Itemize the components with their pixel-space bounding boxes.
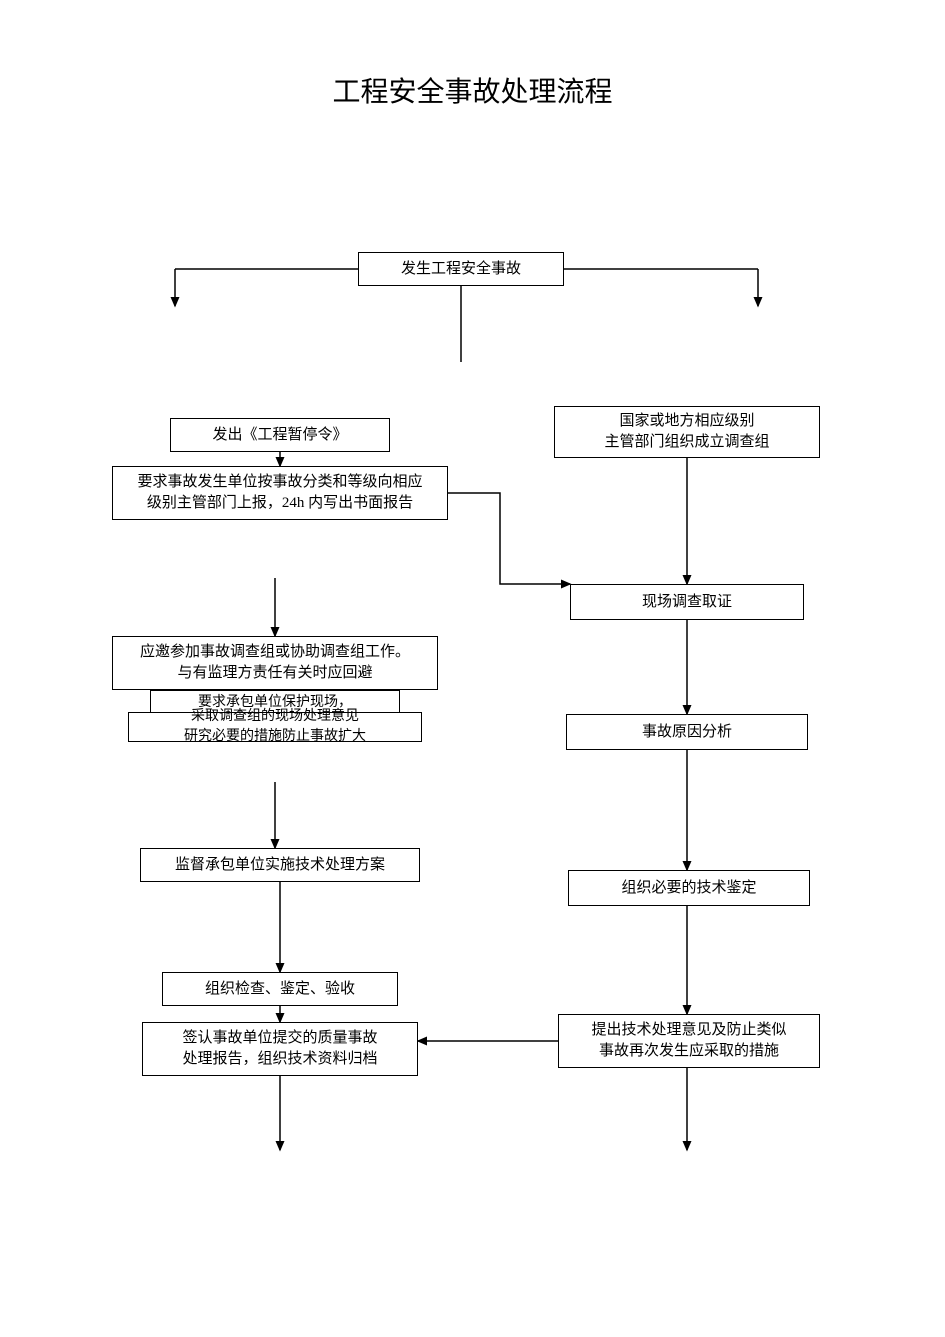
- flowchart-node-n5: 应邀参加事故调查组或协助调查组工作。与有监理方责任有关时应回避: [112, 636, 438, 690]
- flowchart-node-n4: 现场调查取证: [570, 584, 804, 620]
- flowchart-node-n3: 要求事故发生单位按事故分类和等级向相应级别主管部门上报，24h 内写出书面报告: [112, 466, 448, 520]
- flowchart-node-n11: 签认事故单位提交的质量事故处理报告，组织技术资料归档: [142, 1022, 418, 1076]
- flowchart-node-n8: 监督承包单位实施技术处理方案: [140, 848, 420, 882]
- flowchart-node-n1: 发出《工程暂停令》: [170, 418, 390, 452]
- flowchart-node-n10: 组织检查、鉴定、验收: [162, 972, 398, 1006]
- flowchart-node-n6b: 采取调查组的现场处理意见研究必要的措施防止事故扩大: [128, 712, 422, 742]
- flowchart-node-n9: 组织必要的技术鉴定: [568, 870, 810, 906]
- flowchart-node-n12: 提出技术处理意见及防止类似事故再次发生应采取的措施: [558, 1014, 820, 1068]
- flowchart-node-n2: 国家或地方相应级别主管部门组织成立调查组: [554, 406, 820, 458]
- flowchart-node-n7: 事故原因分析: [566, 714, 808, 750]
- flowchart-node-n0: 发生工程安全事故: [358, 252, 564, 286]
- page-title: 工程安全事故处理流程: [0, 70, 945, 110]
